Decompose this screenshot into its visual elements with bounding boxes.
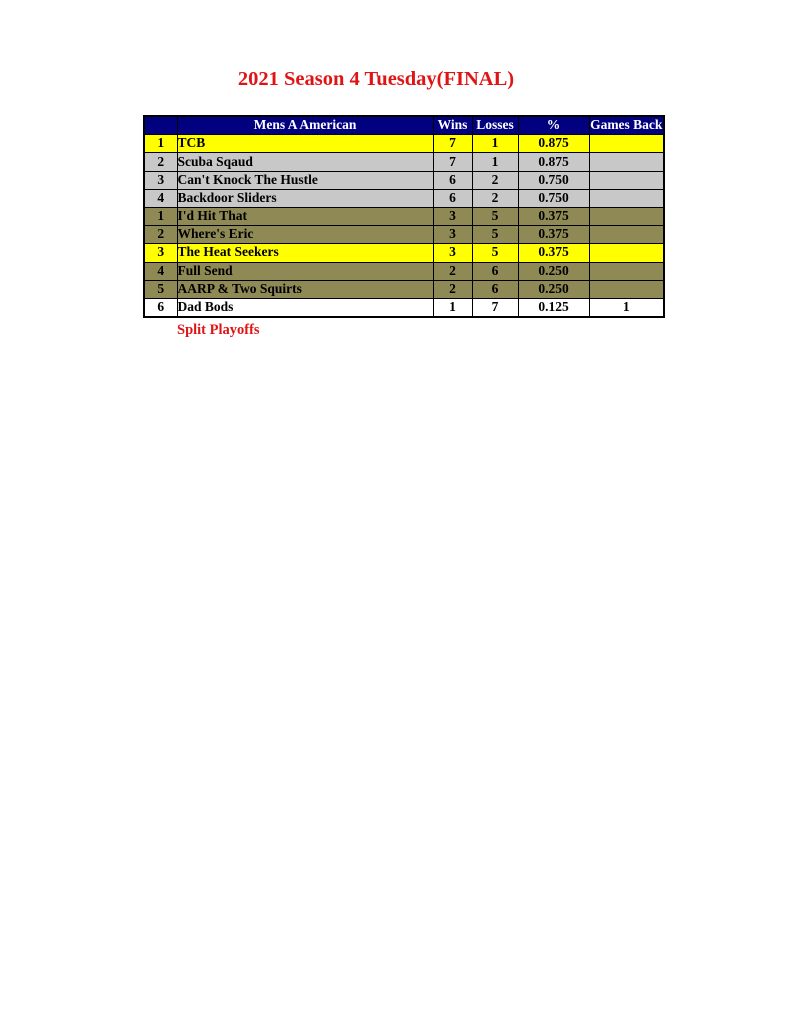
losses-cell: 5: [471, 243, 519, 263]
losses-cell: 1: [471, 134, 519, 154]
table-row: 2 Where's Eric 3 5 0.375: [143, 225, 665, 245]
team-name-cell: Scuba Sqaud: [176, 152, 434, 172]
games-back-cell: 1: [588, 297, 665, 318]
table-row: 1 I'd Hit That 3 5 0.375: [143, 206, 665, 227]
table-row: 4 Full Send 2 6 0.250: [143, 261, 665, 281]
column-header-rank: [143, 115, 178, 136]
column-header-losses: Losses: [471, 115, 519, 136]
rank-cell: 1: [143, 206, 178, 227]
losses-cell: 1: [471, 152, 519, 172]
wins-cell: 7: [432, 134, 473, 154]
table-row: 3 Can't Knock The Hustle 6 2 0.750: [143, 170, 665, 190]
rank-cell: 4: [143, 188, 178, 208]
pct-cell: 0.125: [517, 297, 590, 318]
pct-cell: 0.750: [517, 188, 590, 208]
losses-cell: 6: [471, 279, 519, 299]
games-back-cell: [588, 279, 665, 299]
wins-cell: 2: [432, 261, 473, 281]
rank-cell: 1: [143, 134, 178, 154]
table-row: 4 Backdoor Sliders 6 2 0.750: [143, 188, 665, 208]
pct-cell: 0.750: [517, 170, 590, 190]
page-title: 2021 Season 4 Tuesday(FINAL): [237, 68, 515, 90]
pct-cell: 0.875: [517, 152, 590, 172]
losses-cell: 6: [471, 261, 519, 281]
team-name-cell: Backdoor Sliders: [176, 188, 434, 208]
games-back-cell: [588, 188, 665, 208]
column-header-pct: %: [517, 115, 590, 136]
wins-cell: 3: [432, 206, 473, 227]
team-name-cell: Full Send: [176, 261, 434, 281]
rank-cell: 2: [143, 225, 178, 245]
pct-cell: 0.375: [517, 225, 590, 245]
games-back-cell: [588, 134, 665, 154]
games-back-cell: [588, 152, 665, 172]
rank-cell: 6: [143, 297, 178, 318]
column-header-division: Mens A American: [176, 115, 434, 136]
pct-cell: 0.375: [517, 206, 590, 227]
table-row: 1 TCB 7 1 0.875: [143, 134, 665, 154]
team-name-cell: I'd Hit That: [176, 206, 434, 227]
table-row: 3 The Heat Seekers 3 5 0.375: [143, 243, 665, 263]
rank-cell: 5: [143, 279, 178, 299]
games-back-cell: [588, 225, 665, 245]
table-row: 6 Dad Bods 1 7 0.125 1: [143, 297, 665, 318]
team-name-cell: TCB: [176, 134, 434, 154]
pct-cell: 0.375: [517, 243, 590, 263]
wins-cell: 7: [432, 152, 473, 172]
pct-cell: 0.250: [517, 261, 590, 281]
rank-cell: 2: [143, 152, 178, 172]
wins-cell: 3: [432, 243, 473, 263]
team-name-cell: Dad Bods: [176, 297, 434, 318]
team-name-cell: Can't Knock The Hustle: [176, 170, 434, 190]
losses-cell: 2: [471, 170, 519, 190]
table-row: 5 AARP & Two Squirts 2 6 0.250: [143, 279, 665, 299]
team-name-cell: Where's Eric: [176, 225, 434, 245]
column-header-wins: Wins: [432, 115, 473, 136]
team-name-cell: The Heat Seekers: [176, 243, 434, 263]
games-back-cell: [588, 243, 665, 263]
standings-table: Mens A American Wins Losses % Games Back…: [143, 115, 665, 319]
column-header-games-back: Games Back: [588, 115, 665, 136]
table-header-row: Mens A American Wins Losses % Games Back: [143, 115, 665, 136]
losses-cell: 2: [471, 188, 519, 208]
pct-cell: 0.250: [517, 279, 590, 299]
team-name-cell: AARP & Two Squirts: [176, 279, 434, 299]
losses-cell: 7: [471, 297, 519, 318]
rank-cell: 3: [143, 170, 178, 190]
games-back-cell: [588, 261, 665, 281]
games-back-cell: [588, 170, 665, 190]
losses-cell: 5: [471, 225, 519, 245]
games-back-cell: [588, 206, 665, 227]
pct-cell: 0.875: [517, 134, 590, 154]
table-row: 2 Scuba Sqaud 7 1 0.875: [143, 152, 665, 172]
losses-cell: 5: [471, 206, 519, 227]
wins-cell: 6: [432, 170, 473, 190]
wins-cell: 6: [432, 188, 473, 208]
rank-cell: 4: [143, 261, 178, 281]
split-playoffs-note: Split Playoffs: [177, 322, 260, 338]
wins-cell: 3: [432, 225, 473, 245]
wins-cell: 1: [432, 297, 473, 318]
wins-cell: 2: [432, 279, 473, 299]
rank-cell: 3: [143, 243, 178, 263]
